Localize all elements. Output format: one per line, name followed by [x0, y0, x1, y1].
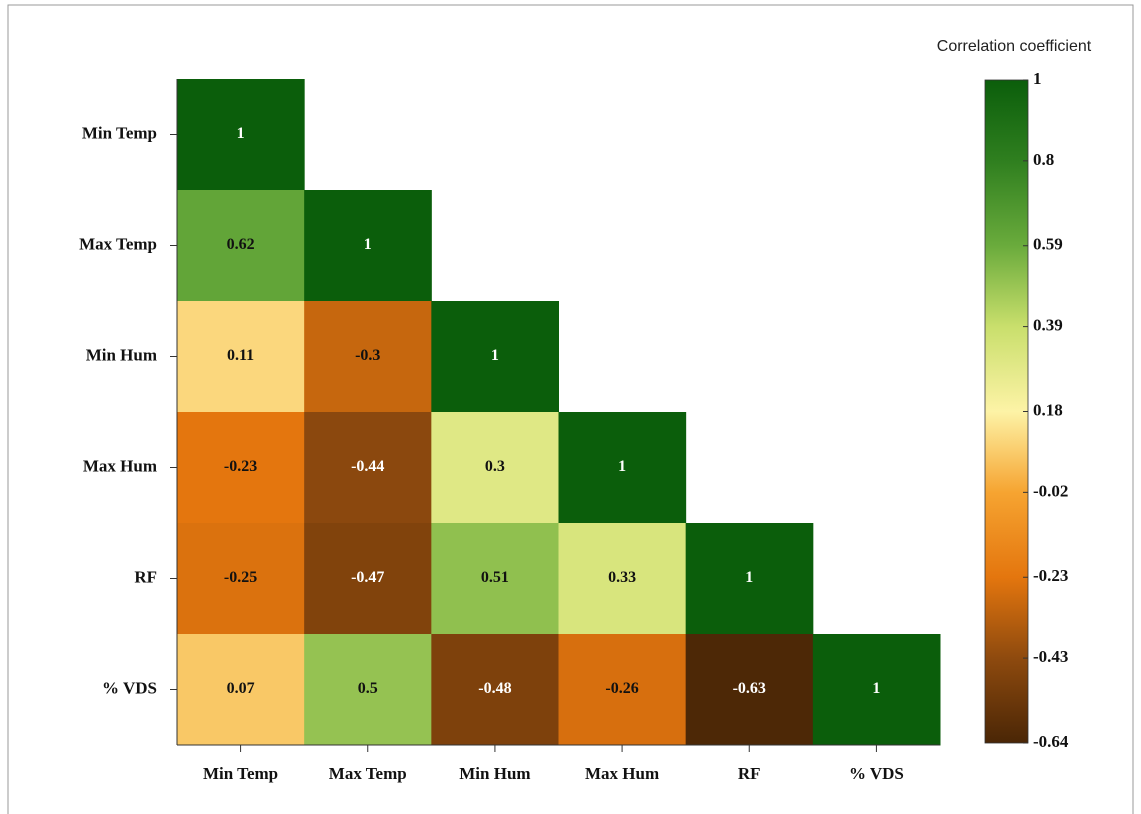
heatmap-cell: [177, 190, 305, 302]
heatmap-cell: [304, 523, 432, 635]
y-tick-label: Max Hum: [83, 456, 157, 475]
x-tick-label: % VDS: [849, 764, 904, 783]
cell-label: 0.5: [358, 680, 378, 697]
colorbar-tick-label: 0.8: [1033, 150, 1054, 169]
heatmap-cell: [177, 79, 305, 191]
cell-label: -0.48: [478, 680, 511, 697]
y-tick-label: Max Temp: [79, 234, 157, 253]
cell-label: 0.07: [227, 680, 255, 697]
heatmap-cell: [177, 301, 305, 413]
heatmap-cell: [177, 523, 305, 635]
heatmap-cell: [177, 412, 305, 524]
cell-label: 1: [618, 458, 626, 475]
x-tick-label: Max Hum: [585, 764, 659, 783]
cell-label: 1: [745, 569, 753, 586]
colorbar-tick-label: 1: [1033, 69, 1042, 88]
heatmap-cell: [558, 634, 687, 746]
y-tick-label: RF: [134, 567, 157, 586]
colorbar-tick-label: -0.23: [1033, 566, 1068, 585]
colorbar-tick-label: -0.64: [1033, 732, 1069, 751]
cell-label: -0.3: [355, 347, 380, 364]
cell-label: -0.63: [733, 680, 766, 697]
heatmap-cell: [558, 412, 687, 524]
heatmap-cell: [431, 523, 559, 635]
heatmap-cell: [304, 412, 432, 524]
frame: [7, 4, 1134, 814]
cell-label: -0.25: [224, 569, 257, 586]
x-tick-label: Min Hum: [459, 764, 530, 783]
cell-label: 1: [872, 680, 880, 697]
colorbar-tick-label: -0.43: [1033, 647, 1068, 666]
colorbar: [984, 79, 1029, 744]
x-tick-label: Min Temp: [203, 764, 278, 783]
heatmap-cell: [812, 634, 941, 746]
cell-label: 0.51: [481, 569, 509, 586]
heatmap-cell: [431, 412, 559, 524]
colorbar-tick-label: 0.18: [1033, 400, 1063, 419]
y-tick-label: Min Hum: [86, 345, 157, 364]
heatmap-cell: [685, 523, 814, 635]
cell-label: -0.23: [224, 458, 257, 475]
cell-label: 0.33: [608, 569, 636, 586]
heatmap-cell: [685, 634, 814, 746]
cell-label: 1: [364, 236, 372, 253]
y-tick-label: % VDS: [102, 678, 157, 697]
heatmap-cell: [558, 523, 687, 635]
cell-label: -0.26: [605, 680, 638, 697]
cell-label: 0.62: [227, 236, 255, 253]
heatmap-cell: [431, 301, 559, 413]
colorbar-title: Correlation coefficient: [937, 38, 1092, 55]
cell-label: 1: [237, 125, 245, 142]
cell-label: 1: [491, 347, 499, 364]
heatmap-cell: [304, 190, 432, 302]
cell-label: -0.47: [351, 569, 384, 586]
heatmap-cell: [177, 634, 305, 746]
cell-label: 0.11: [227, 347, 254, 364]
x-tick-label: Max Temp: [329, 764, 407, 783]
colorbar-tick-label: 0.59: [1033, 235, 1063, 254]
cell-label: -0.44: [351, 458, 384, 475]
colorbar-tick-label: -0.02: [1033, 481, 1068, 500]
y-tick-label: Min Temp: [82, 123, 157, 142]
heatmap-cell: [304, 634, 432, 746]
cell-label: 0.3: [485, 458, 505, 475]
heatmap-cell: [431, 634, 559, 746]
x-tick-label: RF: [738, 764, 761, 783]
colorbar-tick-label: 0.39: [1033, 316, 1063, 335]
heatmap-cell: [304, 301, 432, 413]
